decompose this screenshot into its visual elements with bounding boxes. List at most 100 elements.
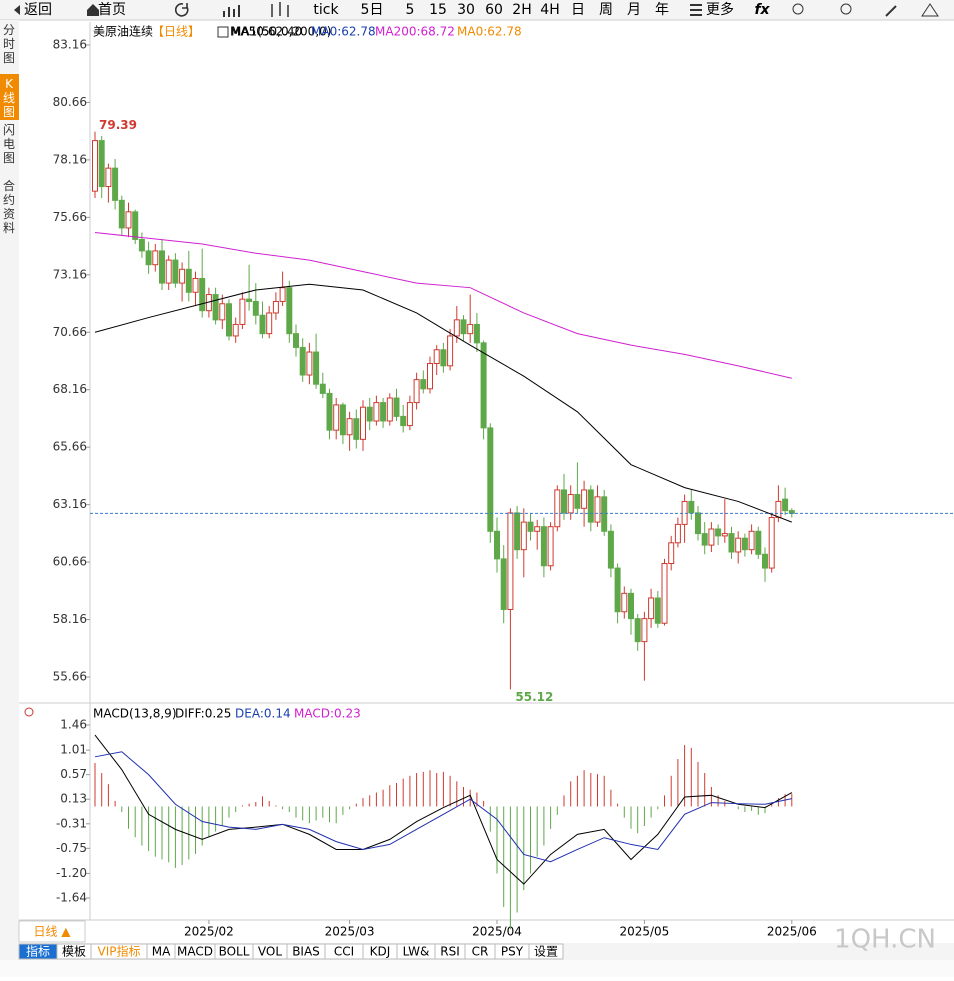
tab-label[interactable]: VOL: [258, 945, 282, 959]
y-tick-label: -1.64: [56, 891, 87, 905]
y-tick-label: 58.16: [53, 612, 87, 626]
candle-body: [239, 298, 246, 325]
y-tick-label: -0.31: [56, 816, 87, 830]
side-tab[interactable]: 合约资料: [3, 178, 15, 235]
side-tab[interactable]: 闪电图: [3, 123, 15, 165]
candle-body: [453, 319, 460, 337]
y-tick-label: 0.57: [60, 767, 87, 781]
draw-icon[interactable]: [885, 5, 897, 17]
candle-body: [306, 351, 313, 376]
candle-body: [339, 404, 346, 436]
y-tick-label: 73.16: [53, 267, 87, 281]
indicator-label: MA1(50,0,200,0): [231, 25, 331, 39]
toolbar-button[interactable]: 返回: [24, 2, 52, 18]
tab[interactable]: [528, 943, 564, 960]
refresh-icon[interactable]: [174, 3, 189, 17]
tab-label[interactable]: MA: [152, 945, 171, 959]
candle-body: [313, 351, 320, 385]
settings-icon[interactable]: [24, 707, 34, 717]
candle-body: [547, 526, 554, 567]
zoom-out-icon[interactable]: [792, 3, 804, 15]
tab-label[interactable]: VIP指标: [98, 944, 141, 959]
candle-body: [333, 404, 340, 431]
candle-body: [165, 259, 172, 284]
toolbar-button[interactable]: 5: [406, 2, 415, 18]
toolbar-button[interactable]: 15: [429, 2, 447, 18]
ma-line: [94, 283, 792, 523]
candle-body: [326, 392, 333, 431]
tab-label[interactable]: MACD: [177, 945, 213, 959]
toolbar-button[interactable]: 60: [485, 2, 503, 18]
macd-legend: MACD:0.23: [294, 707, 361, 721]
tab-label[interactable]: LW&: [403, 945, 430, 959]
toolbar-button[interactable]: tick: [313, 2, 339, 18]
candle-body: [400, 415, 407, 427]
candle-body: [433, 349, 440, 365]
tab-label[interactable]: CCI: [334, 945, 354, 959]
status-bar: [0, 960, 954, 977]
tab-label[interactable]: 设置: [534, 945, 558, 959]
chart-title: 美原油连续: [93, 24, 153, 39]
x-tick-label: 2025/06: [767, 925, 817, 939]
candle-body: [353, 418, 360, 440]
tab-label[interactable]: 模板: [62, 945, 86, 959]
tab-label[interactable]: BOLL: [219, 945, 250, 959]
candle-body: [460, 319, 467, 335]
candle-body: [467, 323, 474, 335]
candle-body: [594, 496, 601, 523]
fx-icon[interactable]: fx: [754, 2, 770, 18]
toolbar-button[interactable]: 2H: [512, 2, 531, 18]
side-tab[interactable]: K 线图: [3, 77, 15, 119]
candle-body: [661, 562, 668, 624]
candle-body: [587, 489, 594, 523]
candle-body: [634, 618, 641, 643]
tab-label[interactable]: KDJ: [370, 945, 391, 959]
side-tab[interactable]: 分时图: [3, 23, 15, 65]
x-tick-label: 2025/04: [472, 925, 522, 939]
macd-title: MACD(13,8,9): [93, 707, 177, 721]
y-tick-label: 70.66: [53, 325, 87, 339]
triangle-icon[interactable]: [921, 3, 939, 17]
tab-label[interactable]: 指标: [26, 944, 50, 959]
candle-body: [601, 496, 608, 532]
tab-label[interactable]: PSY: [501, 945, 524, 959]
toolbar-button[interactable]: 首页: [98, 2, 126, 18]
toolbar-button[interactable]: 5日: [361, 2, 384, 18]
macd-legend: DIFF:0.25: [175, 707, 231, 721]
tab-label[interactable]: CR: [472, 945, 489, 959]
candle-body: [145, 250, 152, 266]
period-box[interactable]: [18, 920, 86, 943]
y-tick-label: 80.66: [53, 95, 87, 109]
toolbar-button[interactable]: 年: [655, 2, 669, 18]
candle-body: [768, 517, 775, 569]
candle-icon[interactable]: [271, 2, 289, 17]
candle-body: [688, 500, 695, 514]
bar-icon[interactable]: [223, 5, 240, 17]
candle-body: [755, 530, 762, 555]
candle-body: [266, 312, 273, 335]
candle-body: [252, 300, 259, 316]
candle-body: [715, 528, 722, 537]
candle-body: [272, 300, 279, 314]
toolbar-button[interactable]: 周: [599, 2, 613, 18]
tab-label[interactable]: BIAS: [292, 945, 320, 959]
candle-body: [500, 558, 507, 610]
y-tick-label: 63.16: [53, 497, 87, 511]
toolbar-button[interactable]: 日: [571, 2, 585, 18]
period-button[interactable]: 日线 ▲: [33, 925, 71, 939]
toolbar-button[interactable]: 30: [457, 2, 475, 18]
candle-body: [125, 211, 132, 229]
toolbar-button[interactable]: 4H: [540, 2, 559, 18]
candle-body: [581, 489, 588, 509]
toolbar-button[interactable]: 更多: [706, 1, 734, 18]
y-tick-label: 55.66: [53, 670, 87, 684]
tab-label[interactable]: RSI: [440, 945, 460, 959]
toolbar-button[interactable]: 月: [627, 2, 641, 18]
indicator-icon[interactable]: [217, 26, 229, 38]
candle-body: [406, 402, 413, 427]
y-tick-label: 1.46: [60, 718, 87, 732]
zoom-in-icon[interactable]: [840, 3, 852, 15]
max-label: 79.39: [99, 118, 137, 132]
y-tick-label: 83.16: [53, 37, 87, 51]
